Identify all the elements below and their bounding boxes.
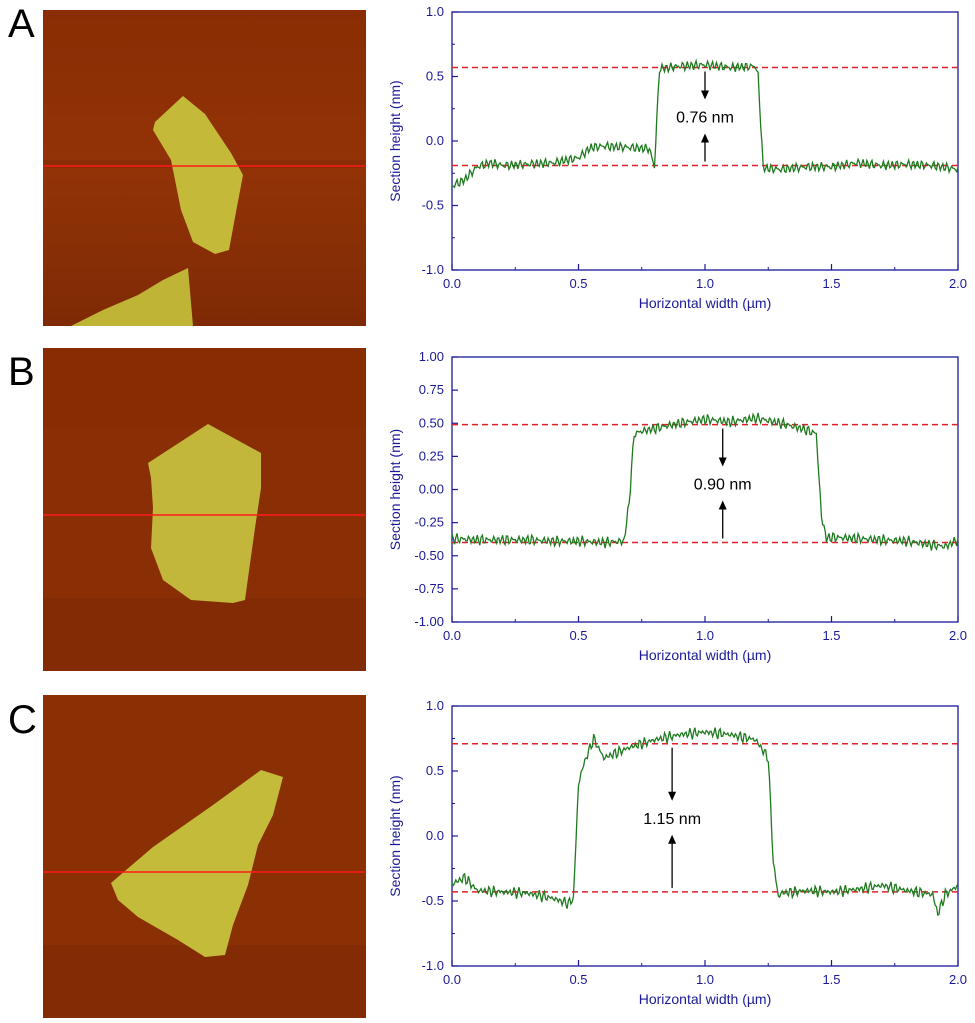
y-tick-label: -1.0: [422, 262, 444, 277]
panel-label-b: B: [8, 350, 35, 394]
x-tick-label: 0.5: [569, 628, 587, 643]
y-tick-label: 0.75: [419, 382, 444, 397]
step-height-annotation: 0.90 nm: [694, 477, 752, 494]
step-height-annotation: 0.76 nm: [676, 109, 734, 126]
arrow-up-head: [701, 133, 709, 143]
x-tick-label: 0.5: [569, 276, 587, 291]
y-axis-title: Section height (nm): [387, 775, 403, 896]
height-profile-chart-b: 0.0 0.5 1.0 1.5 2.0 -1.00 -0.75 -0.50 -0.25 0.00 0…: [387, 349, 967, 663]
y-tick-label: 0.00: [419, 482, 444, 497]
y-axis-title: Section height (nm): [387, 80, 403, 201]
arrow-up-head: [718, 500, 727, 510]
arrow-down-head: [668, 791, 677, 801]
flake-a: [153, 96, 243, 254]
afm-image-c-graphic: [43, 695, 366, 1018]
y-tick-label: 1.0: [426, 4, 444, 19]
y-tick-label: 0.5: [426, 763, 444, 778]
x-tick-label: 2.0: [949, 276, 967, 291]
afm-image-b-graphic: [43, 348, 366, 671]
x-tick-label: 1.5: [822, 972, 840, 987]
height-profile-chart-a: 0.0 0.5 1.0 1.5 2.0 -1.0 -0.5 0.0 0.5 1.0 Horizont…: [387, 4, 967, 311]
flake-c: [111, 770, 283, 957]
x-tick-label: 0.5: [569, 972, 587, 987]
x-tick-label: 1.5: [822, 276, 840, 291]
y-tick-label: 0.0: [426, 828, 444, 843]
y-tick-label: -1.0: [422, 958, 444, 973]
step-height-annotation: 1.15 nm: [643, 811, 701, 828]
flake-b: [148, 424, 261, 603]
afm-image-a: [43, 10, 366, 326]
afm-image-b: [43, 348, 366, 671]
x-tick-label: 0.0: [443, 628, 461, 643]
x-tick-label: 1.0: [696, 628, 714, 643]
y-tick-label: -0.5: [422, 198, 444, 213]
y-tick-label: 0.50: [419, 415, 444, 430]
x-tick-label: 0.0: [443, 972, 461, 987]
panel-label-c: C: [8, 698, 37, 742]
x-tick-label: 0.0: [443, 276, 461, 291]
x-axis-title: Horizontal width (µm): [639, 295, 772, 311]
x-tick-label: 1.0: [696, 276, 714, 291]
plot-frame: [451, 705, 959, 967]
y-tick-label: -0.50: [414, 548, 444, 563]
x-tick-label: 1.5: [822, 628, 840, 643]
height-profile-line: [451, 727, 959, 917]
y-tick-label: -0.25: [414, 515, 444, 530]
y-tick-label: 1.0: [426, 698, 444, 713]
y-tick-label: 1.00: [419, 349, 444, 364]
flake-a-lower: [71, 268, 193, 326]
afm-image-a-graphic: [43, 10, 366, 326]
x-axis-title: Horizontal width (µm): [639, 991, 772, 1007]
height-profile-line: [451, 412, 959, 551]
y-tick-label: -0.5: [422, 893, 444, 908]
height-profile-chart-c: 0.0 0.5 1.0 1.5 2.0 -1.0 -0.5 0.0 0.5 1.0 Horizont…: [387, 698, 967, 1007]
x-tick-label: 2.0: [949, 628, 967, 643]
y-tick-label: 0.0: [426, 133, 444, 148]
y-tick-label: -0.75: [414, 581, 444, 596]
arrow-down-head: [701, 90, 709, 100]
y-tick-label: 0.25: [419, 448, 444, 463]
x-tick-label: 1.0: [696, 972, 714, 987]
y-tick-label: 0.5: [426, 69, 444, 84]
arrow-up-head: [668, 834, 677, 844]
panel-label-a: A: [8, 2, 35, 46]
y-tick-label: -1.00: [414, 614, 444, 629]
x-tick-label: 2.0: [949, 972, 967, 987]
y-axis-title: Section height (nm): [387, 429, 403, 550]
x-axis-title: Horizontal width (µm): [639, 647, 772, 663]
arrow-down-head: [718, 457, 727, 467]
afm-image-c: [43, 695, 366, 1018]
height-profile-line: [452, 58, 959, 189]
